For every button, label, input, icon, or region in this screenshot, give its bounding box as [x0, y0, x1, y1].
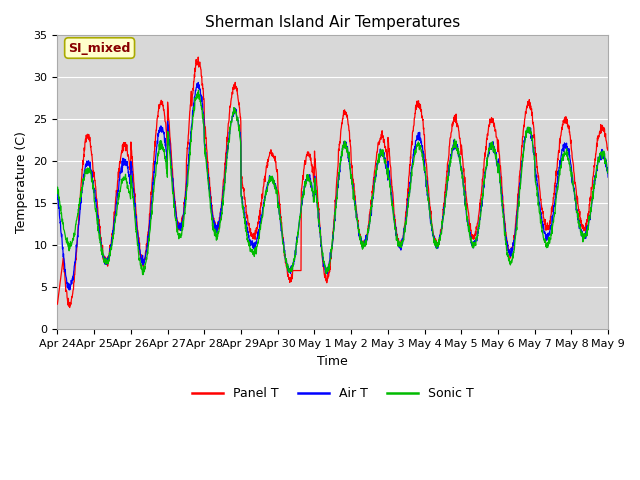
Legend: Panel T, Air T, Sonic T: Panel T, Air T, Sonic T	[187, 383, 479, 406]
X-axis label: Time: Time	[317, 355, 348, 368]
Y-axis label: Temperature (C): Temperature (C)	[15, 132, 28, 233]
Text: SI_mixed: SI_mixed	[68, 41, 131, 55]
Title: Sherman Island Air Temperatures: Sherman Island Air Temperatures	[205, 15, 460, 30]
